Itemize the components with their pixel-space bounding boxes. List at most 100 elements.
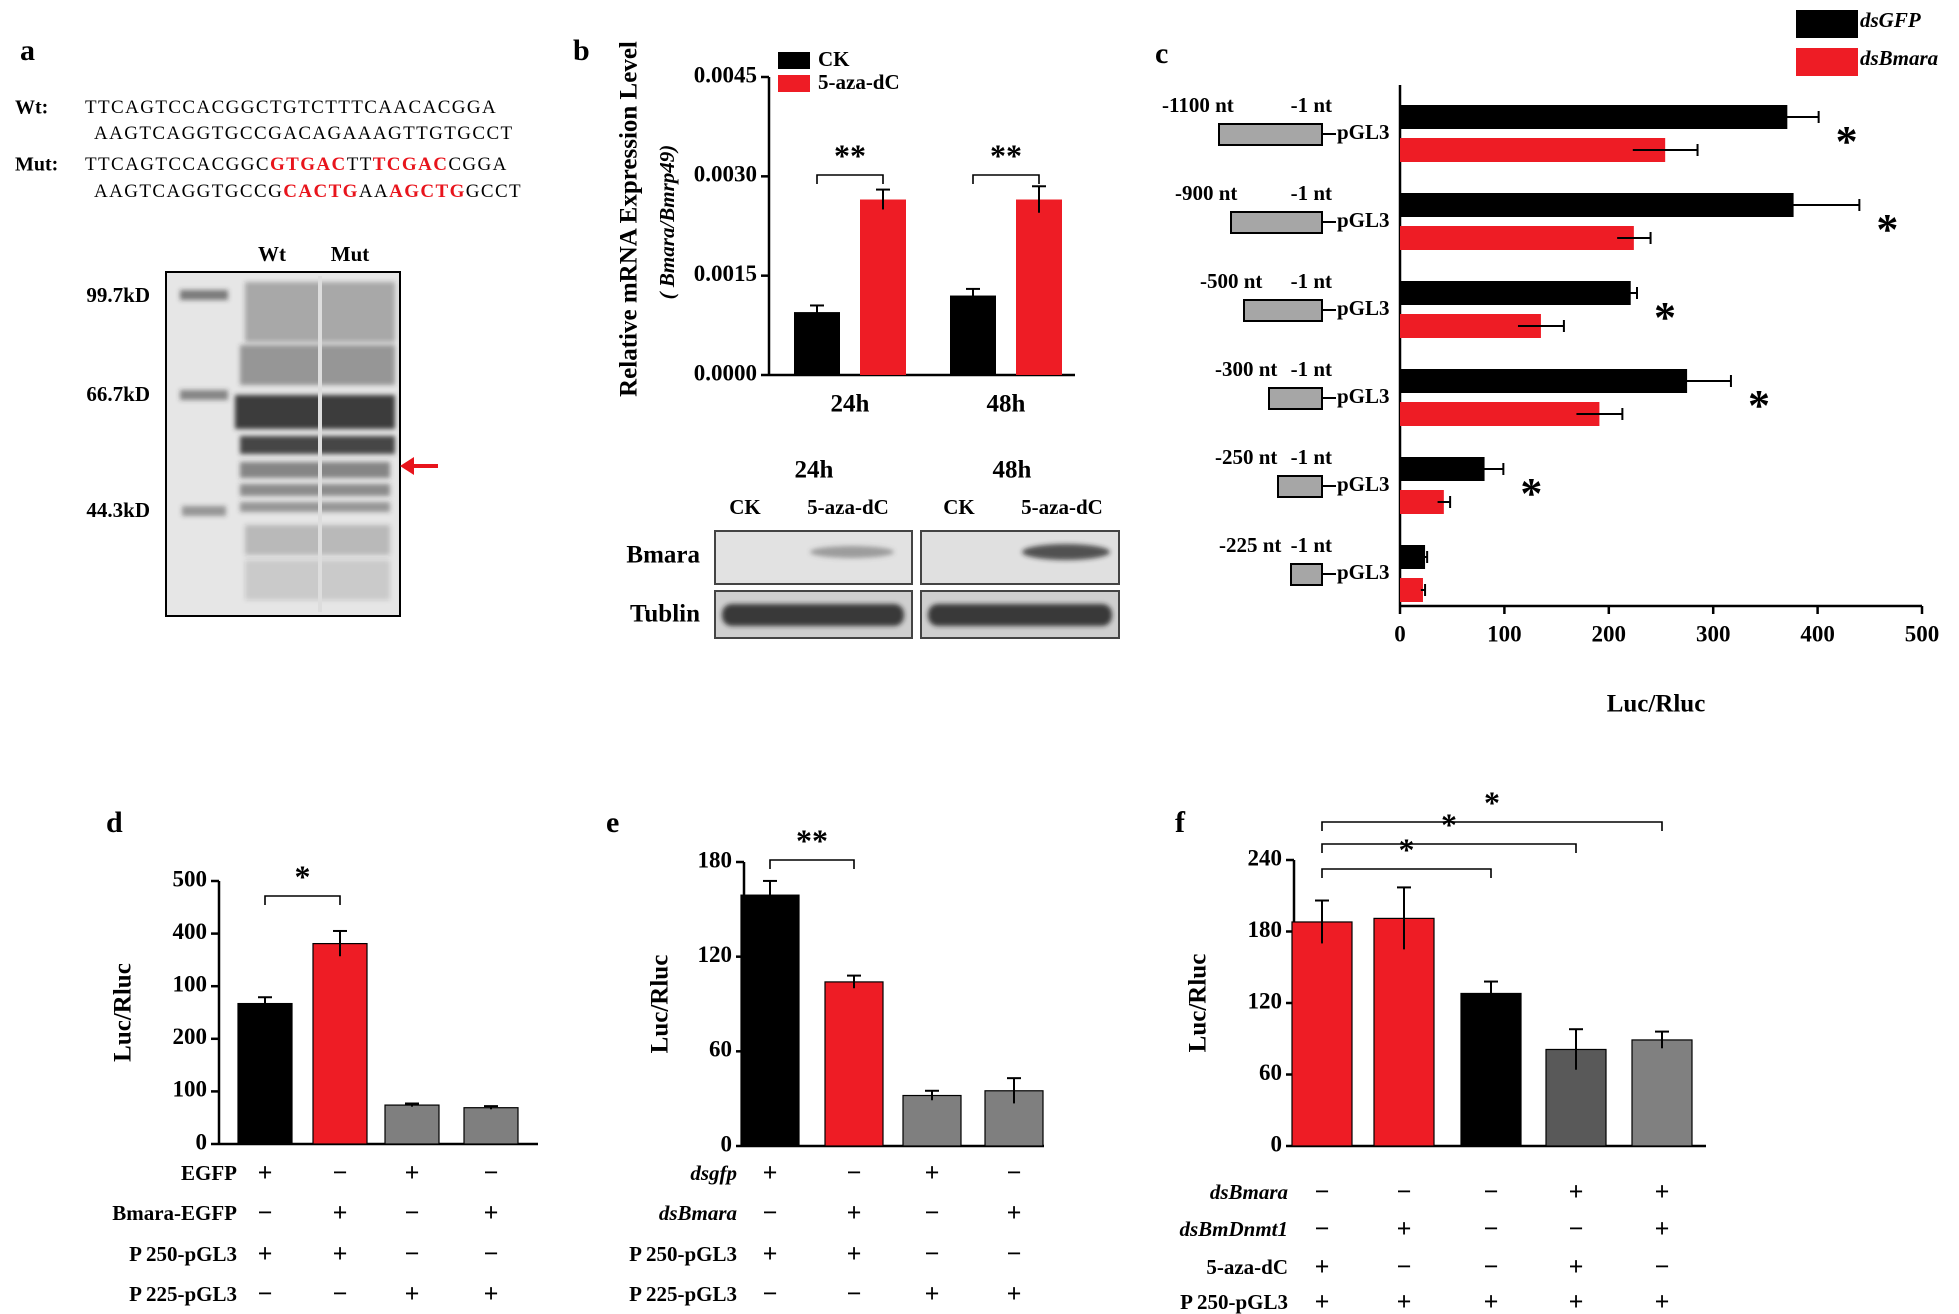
- error-bar: [405, 1102, 419, 1107]
- construct-box: [1230, 211, 1323, 234]
- bar: [312, 942, 368, 1145]
- significance-label: *: [1484, 784, 1500, 820]
- arrow: [400, 457, 438, 475]
- y-tick-label: 240: [1248, 845, 1283, 870]
- vector-label: pGL3: [1337, 384, 1390, 408]
- error-bar: [1655, 1030, 1669, 1049]
- bar: [237, 1002, 293, 1145]
- sequence-segment: AAGTCAGGTGCCGACAGAAAGTTGTGCCT: [94, 123, 514, 144]
- construct-start: -1100 nt: [1162, 93, 1234, 117]
- sequence-segment: CACTG: [283, 181, 359, 202]
- condition-mark: −: [925, 1198, 940, 1227]
- condition-mark: −: [763, 1279, 778, 1308]
- error-bar: [1576, 408, 1624, 420]
- panel-label: c: [1155, 37, 1168, 70]
- error-bar: [484, 1105, 498, 1110]
- x-tick-label: 500: [1905, 621, 1940, 646]
- sequence-segment: TTCAGTCCACGGC: [85, 154, 270, 175]
- error-bar: [1632, 144, 1699, 156]
- significance-bracket: [264, 895, 341, 905]
- bar: [1373, 917, 1435, 1147]
- condition-label: P 250-pGL3: [629, 1242, 737, 1266]
- y-axis-label: Luc/Rluc: [1185, 954, 1212, 1053]
- significance-label: *: [1399, 831, 1415, 867]
- condition-label: dsBmara: [659, 1201, 737, 1225]
- condition-mark: +: [1007, 1198, 1022, 1227]
- error-bar: [1420, 584, 1427, 596]
- error-bar: [333, 929, 347, 957]
- error-bar: [810, 304, 824, 319]
- bar: [902, 1094, 962, 1147]
- error-bar: [925, 1089, 939, 1101]
- blot-lane: CK: [943, 495, 975, 519]
- significance-label: **: [990, 137, 1022, 173]
- construct-end: -1 nt: [1291, 93, 1332, 117]
- y-axis-label: Relative mRNA Expression Level: [616, 41, 643, 397]
- x-tick-label: 400: [1800, 621, 1835, 646]
- condition-label: dsBmara: [1210, 1180, 1288, 1204]
- error-bar: [1007, 1077, 1021, 1104]
- legend-swatch: [778, 75, 810, 92]
- y-tick-label: 200: [173, 1024, 208, 1049]
- condition-mark: +: [1569, 1287, 1584, 1314]
- panel-label: f: [1175, 806, 1186, 839]
- sequence: TTCAGTCCACGGCTGTCTTTCAACACGGA: [85, 97, 497, 118]
- condition-mark: −: [484, 1158, 499, 1187]
- sequence-segment: AA: [359, 181, 389, 202]
- marker-label: 99.7kD: [86, 283, 150, 307]
- bar: [1016, 199, 1062, 375]
- y-tick-label: 180: [1248, 917, 1283, 942]
- condition-mark: +: [847, 1198, 862, 1227]
- construct-end: -1 nt: [1291, 445, 1332, 469]
- bar: [1400, 314, 1541, 338]
- error-bar: [1727, 199, 1861, 211]
- condition-mark: +: [925, 1158, 940, 1187]
- sequence-segment: AAGTCAGGTGCCG: [94, 181, 283, 202]
- significance-bracket: [1321, 821, 1663, 831]
- construct-start: -500 nt: [1200, 269, 1262, 293]
- bar: [950, 295, 996, 375]
- sequence-segment: GTGAC: [270, 154, 347, 175]
- condition-mark: −: [1007, 1239, 1022, 1268]
- bar: [1291, 921, 1353, 1147]
- y-tick-label: 60: [709, 1037, 732, 1062]
- blot-lane: CK: [729, 495, 761, 519]
- sequence-segment: TTCAGTCCACGGCTGTCTTTCAACACGGA: [85, 97, 497, 118]
- significance-bracket: [816, 174, 884, 184]
- significance-label: *: [1441, 806, 1457, 842]
- condition-mark: +: [763, 1239, 778, 1268]
- bar: [1400, 578, 1423, 602]
- y-tick-label: 120: [1248, 988, 1283, 1013]
- blot-row: Bmara: [626, 542, 700, 569]
- condition-mark: −: [333, 1158, 348, 1187]
- condition-mark: −: [1655, 1252, 1670, 1281]
- condition-mark: −: [484, 1239, 499, 1268]
- bar: [1400, 138, 1666, 162]
- construct-start: -225 nt: [1219, 533, 1281, 557]
- panel-label: e: [606, 806, 619, 839]
- sequence-label: Wt:: [15, 97, 48, 119]
- construct-box: [1268, 387, 1323, 410]
- construct-end: -1 nt: [1291, 269, 1332, 293]
- condition-label: P 225-pGL3: [629, 1282, 737, 1306]
- bar: [1400, 226, 1634, 250]
- error-bar: [1422, 551, 1429, 563]
- vector-label: pGL3: [1337, 208, 1390, 232]
- error-bar: [1569, 1028, 1583, 1070]
- condition-label: 5-aza-dC: [1206, 1255, 1288, 1279]
- y-tick-label: 60: [1259, 1060, 1282, 1085]
- condition-mark: +: [1655, 1177, 1670, 1206]
- condition-mark: +: [333, 1198, 348, 1227]
- y-tick-label: 180: [698, 847, 733, 872]
- construct-end: -1 nt: [1291, 357, 1332, 381]
- condition-mark: −: [1007, 1158, 1022, 1187]
- error-bar: [1643, 375, 1732, 387]
- sequence-label: Mut:: [15, 154, 58, 176]
- bar: [740, 894, 800, 1147]
- condition-mark: −: [1569, 1214, 1584, 1243]
- legend-label: dsBmara: [1860, 46, 1938, 70]
- legend-swatch: [778, 52, 810, 69]
- error-bar: [876, 188, 890, 210]
- condition-mark: +: [405, 1279, 420, 1308]
- bar: [794, 312, 840, 375]
